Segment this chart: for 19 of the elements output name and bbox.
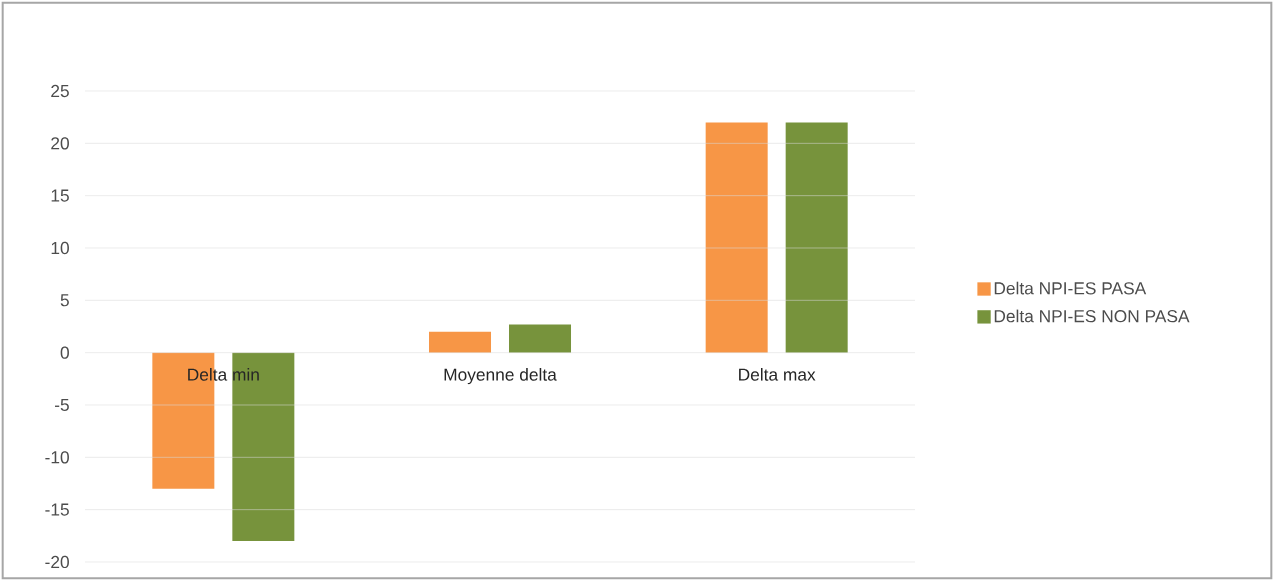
bar [232,352,295,542]
y-tick-label: -5 [55,398,69,412]
bar [785,122,848,353]
bar [705,122,768,353]
y-tick-label: -20 [45,555,69,569]
legend-label: Delta NPI-ES PASA [994,281,1147,295]
y-tick-label: 20 [51,137,69,150]
y-tick-label: 5 [60,294,69,307]
y-tick-label: 0 [60,346,69,359]
y-tick-label: 10 [51,241,69,255]
bar [429,331,492,353]
y-tick-label: -10 [45,451,69,464]
y-tick-label: 25 [51,84,69,98]
x-tick-label: Moyenne delta [444,368,557,385]
legend-label: Delta NPI-ES NON PASA [994,309,1190,323]
y-tick-label: -15 [45,503,69,516]
x-tick-label: Delta max [739,368,816,381]
y-tick-label: 15 [51,189,69,202]
bar [509,324,572,353]
